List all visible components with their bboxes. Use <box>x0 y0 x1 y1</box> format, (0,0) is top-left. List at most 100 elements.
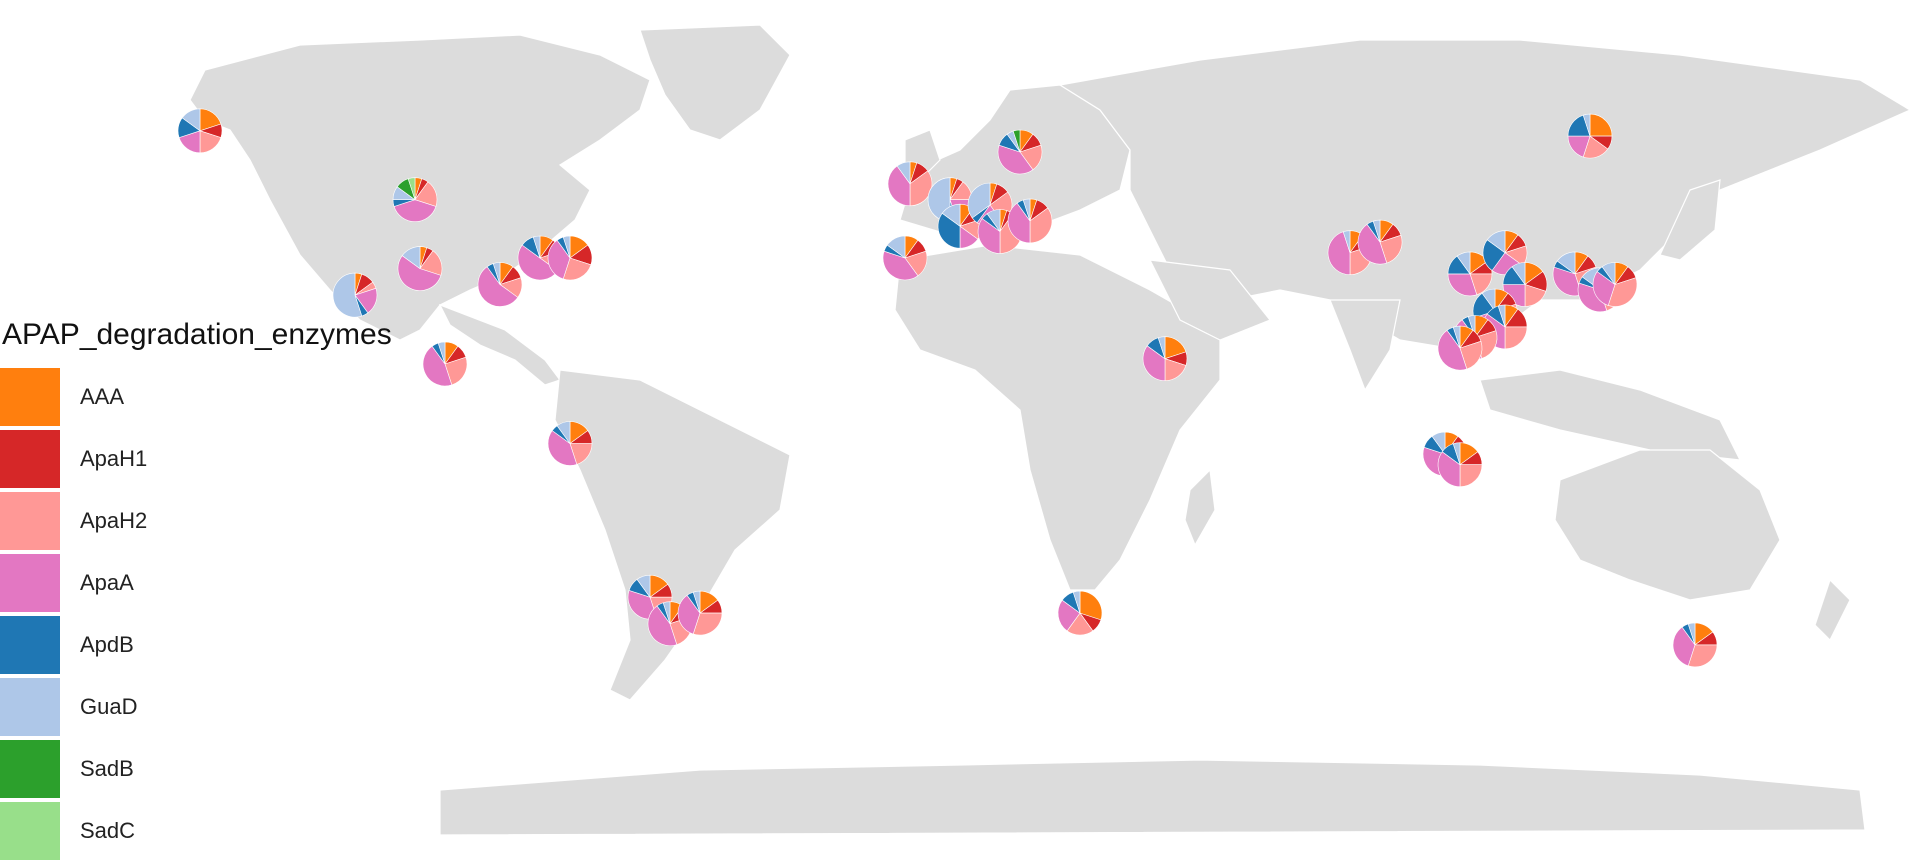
pie-slice-guad <box>1022 198 1031 221</box>
pie-slice-apaa <box>517 244 559 281</box>
pie-slice-guad <box>986 209 1001 233</box>
pie-marker <box>1592 262 1638 307</box>
pie-marker <box>1482 230 1528 275</box>
pie-slice-sadc <box>407 177 416 200</box>
pie-slice-guad <box>1072 590 1081 614</box>
pie-slice-apah2 <box>1029 207 1053 244</box>
pie-marker <box>547 421 593 466</box>
legend-item-apaa: ApaA <box>0 552 440 614</box>
land-australia <box>1554 449 1781 601</box>
pie-slice-guad <box>1157 336 1166 359</box>
legend-label: AAA <box>80 384 125 409</box>
pie-slice-apaa <box>1007 202 1031 244</box>
pie-slice-apaa <box>477 266 519 307</box>
legend-swatch <box>0 740 60 798</box>
pie-marker <box>887 161 933 207</box>
pie-slice-apaa <box>397 255 442 291</box>
pie-slice-apaa <box>677 594 701 635</box>
pie-marker <box>1437 325 1483 371</box>
pie-slice-apah2 <box>1459 340 1483 370</box>
pie-marker <box>397 246 443 291</box>
pie-slice-apaa <box>1437 329 1468 371</box>
pie-slice-apaa <box>997 144 1034 175</box>
pie-slice-guad <box>1431 431 1446 456</box>
pie-slice-guad <box>1497 304 1506 327</box>
pie-slice-apaa <box>1592 271 1616 306</box>
pie-markers <box>177 108 1718 668</box>
pie-slice-apah2 <box>1607 277 1638 307</box>
pie-slice-apah2 <box>562 257 592 281</box>
pie-slice-apah2 <box>1459 464 1483 488</box>
legend-item-apah2: ApaH2 <box>0 490 440 552</box>
pie-slice-apaa <box>977 218 1001 254</box>
pie-slice-guad <box>1486 230 1506 254</box>
legend-items: AAA ApaH1 ApaH2 ApaA ApdB GuaD SadB SadC <box>0 366 440 862</box>
land-greenland <box>639 24 791 141</box>
pie-marker <box>882 235 928 281</box>
land-south-america <box>554 369 791 701</box>
pie-slice-guad <box>692 590 701 614</box>
legend-swatch <box>0 368 60 426</box>
pie-slice-guad <box>562 235 571 259</box>
legend-swatch <box>0 430 60 488</box>
pie-marker <box>177 108 223 154</box>
pie-slice-apdb <box>1482 239 1506 271</box>
legend-swatch <box>0 616 60 674</box>
land-africa <box>894 244 1221 591</box>
pie-slice-aaa <box>1589 113 1613 137</box>
pie-slice-apaa <box>1357 223 1388 265</box>
pie-marker <box>392 177 438 222</box>
pie-slice-apah2 <box>692 612 723 636</box>
pie-slice-guad <box>967 182 991 219</box>
legend-label: SadC <box>80 818 136 843</box>
pie-slice-guad <box>401 246 421 270</box>
legend-label: SadB <box>80 756 134 781</box>
pie-slice-guad <box>886 235 906 259</box>
land-masses <box>189 24 1912 836</box>
pie-slice-guad <box>1511 262 1526 286</box>
pie-marker <box>1502 262 1548 307</box>
pie-marker <box>1672 622 1718 668</box>
land-antarctica <box>439 759 1866 836</box>
pie-marker <box>1567 113 1613 159</box>
pie-slice-apaa <box>1142 345 1166 382</box>
pie-slice-apaa <box>882 250 919 281</box>
legend-label: ApdB <box>80 632 134 657</box>
pie-slice-apaa <box>1437 451 1461 488</box>
legend-item-sadc: SadC <box>0 800 440 862</box>
pie-marker <box>1007 198 1053 244</box>
pie-slice-guad <box>1452 325 1461 349</box>
legend-item-guad: GuaD <box>0 676 440 738</box>
land-japan <box>1659 179 1721 261</box>
pie-marker <box>477 262 523 307</box>
legend-title: APAP_degradation_enzymes <box>2 318 392 351</box>
land-new-zealand <box>1814 578 1851 642</box>
pie-slice-guad <box>1342 230 1351 253</box>
legend-item-sadb: SadB <box>0 738 440 800</box>
land-madagascar <box>1184 468 1216 547</box>
pie-slice-apaa <box>1672 626 1696 667</box>
pie-slice-apaa <box>393 199 437 222</box>
pie-slice-aaa <box>1079 590 1103 621</box>
pie-slice-apaa <box>1327 231 1351 276</box>
pie-slice-apah2 <box>1687 644 1718 668</box>
legend-swatch <box>0 802 60 860</box>
legend-swatch <box>0 492 60 550</box>
legend-swatch <box>0 678 60 736</box>
land-southeast-asia-islands <box>1479 369 1742 461</box>
pie-slice-apah2 <box>444 356 468 386</box>
pie-slice-guad <box>332 272 363 318</box>
pie-slice-apaa <box>647 605 678 646</box>
pie-slice-guad <box>1452 442 1461 465</box>
pie-slice-apaa <box>547 430 578 466</box>
pie-slice-apaa <box>1447 273 1478 297</box>
pie-marker <box>1142 336 1188 382</box>
pie-slice-guad <box>1601 262 1616 286</box>
pie-slice-apdb <box>937 212 961 249</box>
pie-slice-guad <box>1481 288 1496 312</box>
legend-label: ApaH1 <box>80 446 148 471</box>
land-india <box>1329 299 1401 392</box>
pie-slice-guad <box>556 421 571 445</box>
legend-label: ApaH2 <box>80 508 148 533</box>
